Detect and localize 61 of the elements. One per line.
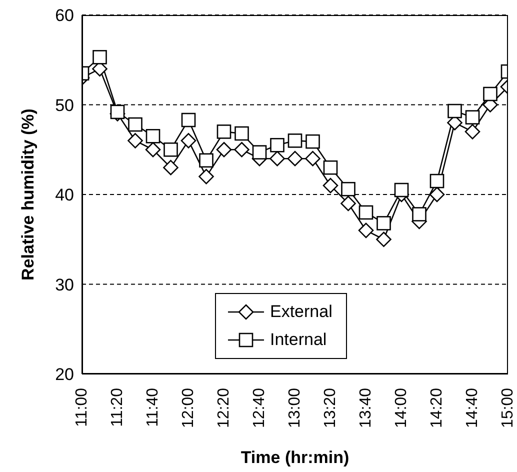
point — [306, 134, 320, 149]
y-tick-label: 40 — [55, 186, 74, 205]
point — [252, 145, 267, 160]
point — [234, 126, 249, 141]
point — [145, 142, 161, 158]
x-tick-label: 12:40 — [251, 388, 268, 428]
legend-label: Internal — [270, 330, 327, 350]
point — [430, 174, 444, 188]
x-axis-title: Time (hr:min) — [240, 448, 350, 467]
x-tick-label: 11:40 — [144, 388, 162, 427]
point — [287, 150, 303, 166]
point — [92, 50, 107, 64]
point — [464, 124, 480, 140]
x-tick-label: 11:20 — [108, 388, 126, 427]
x-tick-label: 13:40 — [358, 388, 375, 428]
x-tick-label: 12:20 — [215, 388, 232, 428]
point — [483, 86, 498, 102]
point — [270, 150, 285, 166]
point — [341, 182, 356, 196]
point — [128, 133, 143, 148]
point — [376, 216, 391, 230]
y-tick-label: 30 — [55, 275, 74, 294]
point — [394, 182, 409, 198]
point — [199, 153, 214, 168]
point — [322, 178, 338, 194]
point — [181, 112, 196, 128]
point — [358, 222, 374, 238]
point — [429, 186, 445, 202]
y-tick-label: 60 — [55, 6, 74, 26]
y-tick-label: 20 — [55, 365, 74, 384]
point — [305, 150, 320, 166]
point — [448, 104, 462, 118]
point — [216, 142, 232, 158]
y-tick-label: 50 — [55, 96, 74, 115]
point — [163, 160, 178, 176]
point — [288, 134, 302, 148]
point — [376, 232, 392, 248]
point — [270, 138, 284, 152]
point — [465, 110, 480, 124]
point — [198, 168, 214, 184]
point — [323, 160, 338, 175]
point — [216, 124, 232, 139]
x-tick-label: 15:00 — [500, 388, 516, 428]
x-tick-label: 12:00 — [180, 388, 197, 428]
x-tick-label: 14:20 — [428, 388, 446, 428]
x-tick-label: 13:00 — [286, 388, 304, 428]
y-axis-title: Relative humidity (%) — [18, 108, 38, 280]
x-tick-label: 11:00 — [74, 388, 90, 427]
point — [340, 196, 356, 212]
x-tick-label: 14:40 — [464, 388, 482, 428]
point — [164, 142, 178, 157]
point — [146, 129, 160, 144]
legend-label: External — [270, 302, 332, 322]
point — [110, 104, 125, 120]
x-tick-label: 14:00 — [393, 388, 410, 428]
point — [358, 205, 374, 220]
point — [128, 117, 142, 132]
point — [180, 133, 196, 148]
point — [412, 207, 426, 222]
x-tick-label: 13:20 — [322, 388, 339, 428]
point — [234, 142, 250, 158]
